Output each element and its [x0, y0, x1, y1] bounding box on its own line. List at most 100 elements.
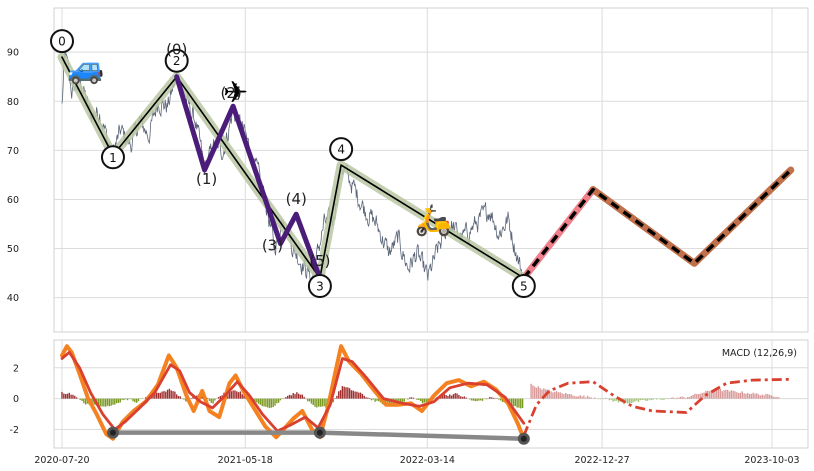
macd-forecast-bar — [712, 390, 714, 399]
macd-forecast-bar — [550, 391, 552, 399]
macd-histogram-bar — [72, 394, 74, 399]
macd-forecast-bar — [630, 398, 632, 404]
macd-histogram-bar — [63, 393, 65, 399]
macd-histogram-bar — [263, 398, 265, 407]
macd-forecast-bar — [765, 393, 767, 399]
macd-histogram-bar — [323, 398, 325, 407]
macd-histogram-bar — [114, 398, 116, 405]
wave-label-circle — [329, 137, 354, 162]
macd-histogram-bar — [459, 396, 462, 399]
macd-forecast-bar — [777, 397, 780, 399]
macd-forecast-bar — [610, 398, 612, 400]
price-y-tick-label: 60 — [7, 195, 19, 206]
macd-forecast-bar — [703, 392, 705, 399]
macd-histogram-bar — [183, 398, 185, 400]
macd-forecast-bar — [568, 394, 571, 399]
price-y-axis: 40 50 60 70 80 90 — [7, 48, 19, 304]
macd-histogram-bar — [259, 398, 262, 405]
macd-forecast-bar — [686, 396, 689, 399]
macd-forecast-bar — [670, 397, 672, 399]
macd-forecast-bar — [612, 398, 614, 402]
macd-forecast-bar — [774, 396, 776, 399]
macd-histogram-bar — [232, 390, 234, 399]
macd-forecast-bar — [628, 398, 631, 404]
macd-forecast-bar — [650, 398, 652, 401]
macd-histogram-bar — [174, 391, 176, 399]
macd-histogram-bar — [358, 392, 360, 399]
macd-forecast-bar — [741, 391, 743, 399]
macd-histogram-bar — [166, 389, 169, 399]
macd-forecast-bar — [635, 398, 638, 401]
macd-forecast-bar — [625, 398, 627, 404]
macd-histogram-bar — [276, 398, 278, 404]
macd-histogram-bar — [106, 398, 109, 406]
macd-histogram-bar — [159, 392, 162, 399]
macd-forecast-bar — [736, 392, 738, 399]
x-tick-label: 2022-12-27 — [574, 455, 629, 466]
macd-histogram-bar — [74, 395, 76, 399]
macd-histogram-bar — [512, 398, 515, 407]
macd-histogram-bar — [154, 393, 156, 399]
macd-histogram-bar — [403, 398, 405, 402]
macd-forecast-bar — [530, 383, 532, 399]
macd-forecast-bar — [748, 394, 751, 399]
macd-histogram-bar — [339, 390, 342, 399]
macd-forecast-bar — [652, 398, 654, 400]
macd-histogram-bar — [185, 398, 187, 402]
macd-histogram-bar — [359, 392, 362, 399]
x-tick-label: 2021-05-18 — [218, 455, 273, 466]
macd-forecast-bar — [677, 397, 680, 399]
price-y-tick-label: 70 — [7, 146, 19, 157]
macd-forecast-bar — [537, 386, 540, 399]
macd-forecast-bar — [730, 390, 733, 399]
macd-forecast-bar — [564, 392, 567, 399]
macd-forecast-bar — [656, 398, 658, 400]
macd-histogram-bar — [410, 397, 413, 399]
macd-histogram-bar — [219, 395, 222, 399]
price-panel: 40 50 60 70 80 90 🚙 ✈ 🛵 0 1 2 3 4 5 (0) (1) (2) (3) (4) (5… — [7, 7, 809, 333]
macd-histogram-bar — [104, 398, 107, 407]
wave-label-4: 4 — [329, 137, 354, 162]
macd-histogram-bar — [308, 398, 311, 402]
wave-sub-wave — [174, 74, 323, 281]
macd-forecast-bar — [614, 398, 616, 401]
macd-histogram-bar — [256, 398, 258, 403]
macd-histogram-bar — [294, 394, 296, 399]
sub-wave-label: (4) — [286, 190, 307, 208]
macd-histogram-bar — [516, 398, 518, 408]
x-tick-label: 2023-10-03 — [744, 455, 799, 466]
macd-histogram-bar — [470, 398, 473, 401]
macd-histogram-bar — [179, 396, 182, 399]
price-grid — [54, 8, 808, 332]
macd-forecast-bar — [557, 392, 560, 399]
macd-histogram-bar — [303, 396, 305, 399]
macd-histogram-bar — [492, 397, 495, 399]
macd-histogram-bar — [487, 398, 489, 400]
macd-histogram-bar — [172, 391, 174, 399]
wave-label-circle — [50, 29, 74, 54]
macd-y-tick-label: 0 — [13, 394, 19, 405]
macd-histogram-bar — [332, 398, 334, 403]
macd-histogram-bar — [478, 398, 480, 401]
macd-forecast-bar — [617, 398, 620, 403]
macd-histogram-bar — [297, 393, 300, 399]
sub-wave-label: (5) — [309, 252, 330, 270]
macd-histogram-bar — [81, 398, 83, 401]
macd-forecast-bar — [541, 389, 543, 399]
macd-histogram-bar — [228, 389, 231, 399]
macd-histogram-bar — [108, 398, 111, 407]
macd-histogram-bar — [316, 398, 318, 408]
macd-histogram-bar — [356, 391, 358, 399]
macd-histogram-bar — [163, 391, 165, 399]
macd-forecast-bar — [719, 389, 722, 399]
macd-histogram-bar — [354, 391, 356, 399]
macd-forecast-bar — [570, 394, 572, 399]
macd-histogram-bar — [206, 397, 209, 399]
macd-histogram-bar — [472, 398, 475, 401]
macd-forecast-bar — [586, 395, 589, 399]
macd-forecast-bar — [588, 397, 591, 399]
macd-histogram-bar — [474, 398, 476, 402]
macd-histogram-bar — [361, 393, 364, 399]
macd-histogram-bar — [261, 398, 263, 407]
macd-histogram-bar — [338, 391, 340, 399]
